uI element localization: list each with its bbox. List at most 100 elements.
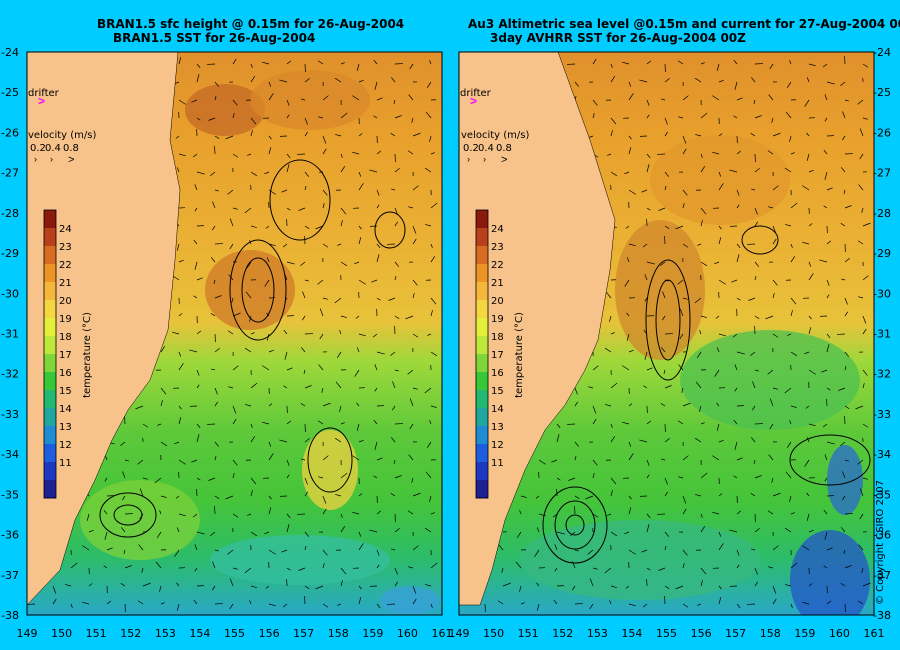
right-title-line1: Au3 Altimetric sea level @0.15m and curr… [468, 17, 900, 31]
colorbar-swatch [476, 426, 488, 445]
y-tick-label-right: -34 [873, 448, 891, 461]
colorbar-tick: 11 [491, 458, 504, 469]
x-tick-label-right: 151 [518, 627, 539, 640]
x-tick-label: 149 [17, 627, 38, 640]
colorbar-swatch [44, 228, 56, 247]
copyright-text: © Copyright CSIRO 2007 [875, 480, 886, 605]
x-tick-label-right: 159 [794, 627, 815, 640]
colorbar-swatch [476, 228, 488, 247]
colorbar-swatch [44, 408, 56, 427]
map-axes: -24 -24 -25 -25 -26 -26 -27 -27 -28 -28 -29 -29 -30 -… [1, 46, 891, 640]
y-tick-label: -35 [1, 488, 19, 501]
y-tick-label: -24 [1, 46, 19, 59]
colorbar-swatch [44, 354, 56, 373]
colorbar-swatch [476, 408, 488, 427]
y-tick-label-right: -38 [873, 609, 891, 622]
colorbar-swatch [476, 354, 488, 373]
x-tick-label: 154 [189, 627, 210, 640]
velocity-value-3: 0.8 [63, 143, 79, 154]
right-map-panel [458, 51, 875, 616]
velocity-value-1-right: 0.2 [463, 143, 479, 154]
y-tick-label: -26 [1, 126, 19, 139]
x-tick-label-right: 158 [760, 627, 781, 640]
velocity-arrow-2-icon: › [50, 154, 53, 164]
y-tick-label-right: -35 [873, 488, 891, 501]
x-tick-label-right: 149 [449, 627, 470, 640]
velocity-arrow-2-right-icon: › [483, 154, 486, 164]
drifter-marker-right-icon: > [470, 94, 477, 108]
x-tick-label-right: 152 [552, 627, 573, 640]
x-tick-label-right: 157 [725, 627, 746, 640]
y-tick-label-right: -29 [873, 247, 891, 260]
right-colorbar: 24 23 22 21 20 19 18 17 16 15 14 13 12 11 [475, 209, 504, 499]
colorbar-tick: 19 [59, 314, 72, 325]
map-frame [26, 51, 443, 616]
colorbar-tick: 17 [59, 350, 72, 361]
colorbar-tick: 20 [59, 296, 72, 307]
colorbar-tick: 15 [59, 386, 72, 397]
colorbar-swatch [44, 282, 56, 301]
x-tick-label: 155 [224, 627, 245, 640]
y-tick-label: -28 [1, 207, 19, 220]
x-tick-label-right: 156 [691, 627, 712, 640]
right-colorbar-label: temperature (°C) [514, 312, 525, 398]
drifter-marker-icon: > [38, 94, 45, 108]
y-tick-label: -33 [1, 408, 19, 421]
colorbar-tick: 13 [491, 422, 504, 433]
velocity-legend-title-right: velocity (m/s) [461, 130, 529, 141]
colorbar-swatch [44, 444, 56, 463]
colorbar-tick: 14 [491, 404, 504, 415]
y-tick-label-right: -32 [873, 368, 891, 381]
left-title-line2: BRAN1.5 SST for 26-Aug-2004 [113, 31, 316, 45]
drifter-label: drifter [28, 88, 60, 99]
x-tick-label-right: 160 [829, 627, 850, 640]
y-tick-label: -31 [1, 328, 19, 341]
colorbar-swatch [44, 372, 56, 391]
colorbar-swatch [44, 264, 56, 283]
y-tick-label: -38 [1, 609, 19, 622]
colorbar-tick: 23 [59, 242, 72, 253]
x-tick-label: 160 [397, 627, 418, 640]
y-tick-label-right: -30 [873, 287, 891, 300]
y-tick-label: -34 [1, 448, 19, 461]
colorbar-swatch [44, 426, 56, 445]
x-tick-label: 161 [432, 627, 453, 640]
x-tick-label: 152 [120, 627, 141, 640]
colorbar-swatch [44, 300, 56, 319]
y-tick-label-right: -36 [873, 529, 891, 542]
colorbar-swatch [44, 246, 56, 265]
map-frame [458, 51, 875, 616]
velocity-arrow-1-right-icon: › [467, 154, 470, 164]
y-tick-label-right: -25 [873, 86, 891, 99]
colorbar-swatch [44, 462, 56, 481]
left-colorbar-label: temperature (°C) [82, 312, 93, 398]
colorbar-tick: 24 [491, 224, 504, 235]
colorbar-tick: 16 [491, 368, 504, 379]
y-tick-label-right: -26 [873, 126, 891, 139]
colorbar-tick: 18 [59, 332, 72, 343]
y-tick-label-right: -37 [873, 569, 891, 582]
velocity-legend-title: velocity (m/s) [28, 130, 96, 141]
colorbar-swatch [44, 390, 56, 409]
colorbar-tick: 20 [491, 296, 504, 307]
velocity-arrow-1-icon: › [34, 154, 37, 164]
x-tick-label: 150 [51, 627, 72, 640]
colorbar-tick: 21 [491, 278, 504, 289]
y-tick-label-right: -33 [873, 408, 891, 421]
velocity-value-3-right: 0.8 [496, 143, 512, 154]
colorbar-swatch [476, 300, 488, 319]
y-tick-label-right: -28 [873, 207, 891, 220]
y-tick-label: -36 [1, 529, 19, 542]
left-map-panel [26, 51, 443, 616]
colorbar-tick: 12 [491, 440, 504, 451]
colorbar-swatch [44, 318, 56, 337]
colorbar-swatch [476, 462, 488, 481]
colorbar-swatch [476, 264, 488, 283]
colorbar-swatch [476, 372, 488, 391]
left-title-line1: BRAN1.5 sfc height @ 0.15m for 26-Aug-20… [97, 17, 405, 31]
colorbar-swatch [476, 390, 488, 409]
land-mass [27, 52, 181, 606]
colorbar-tick: 24 [59, 224, 72, 235]
velocity-value-2: 0.4 [45, 143, 61, 154]
colorbar-tick: 11 [59, 458, 72, 469]
